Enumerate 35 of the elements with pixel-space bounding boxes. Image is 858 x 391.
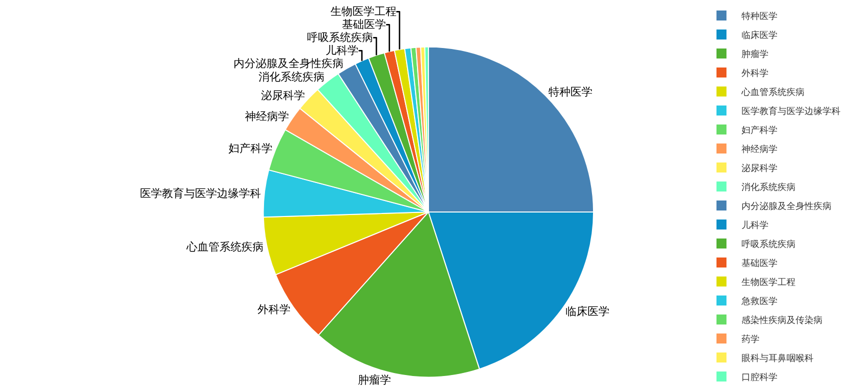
slice-label: 妇产科学 xyxy=(228,142,272,155)
slice-label: 儿科学 xyxy=(326,44,359,58)
slice-label: 神经病学 xyxy=(244,110,289,124)
legend-label: 心血管系统疾病 xyxy=(740,87,804,98)
legend-label: 感染性疾病及传染病 xyxy=(741,315,822,326)
legend-label: 口腔科学 xyxy=(741,372,778,384)
slice-label: 生物医学工程 xyxy=(330,5,396,18)
legend-label: 呼吸系统疾病 xyxy=(741,239,796,250)
legend-label: 眼科与耳鼻咽喉科 xyxy=(741,353,814,364)
slice-label: 特种医学 xyxy=(548,85,592,98)
slice-label: 临床医学 xyxy=(565,304,610,318)
legend-label: 特种医学 xyxy=(741,11,778,22)
legend-label: 肿瘤学 xyxy=(741,49,768,60)
legend-label: 急救医学 xyxy=(740,296,778,308)
legend-label: 基础医学 xyxy=(741,258,778,270)
legend-label: 临床医学 xyxy=(741,30,778,42)
legend-label: 儿科学 xyxy=(741,220,768,232)
slice-label: 肿瘤学 xyxy=(358,373,392,386)
slice-label: 外科学 xyxy=(257,303,290,316)
legend-label: 内分泌腺及全身性疾病 xyxy=(741,201,832,212)
legend-label: 妇产科学 xyxy=(741,125,778,136)
slice-label: 呼吸系统疾病 xyxy=(307,31,374,44)
slice-label: 基础医学 xyxy=(342,18,386,32)
slice-label: 医学教育与医学边缘学科 xyxy=(140,186,262,200)
slice-label: 心血管系统疾病 xyxy=(186,240,264,254)
legend-label: 生物医学工程 xyxy=(741,277,796,288)
slice-label: 消化系统疾病 xyxy=(258,70,324,84)
legend-label: 神经病学 xyxy=(741,144,778,156)
legend-label: 外科学 xyxy=(741,68,768,80)
legend-label: 泌尿科学 xyxy=(741,163,778,174)
slice-label: 泌尿科学 xyxy=(261,89,306,102)
legend-label: 医学教育与医学边缘学科 xyxy=(741,106,840,118)
legend-label: 消化系统疾病 xyxy=(741,182,796,194)
slice-label: 内分泌腺及全身性疾病 xyxy=(233,57,344,70)
legend-label: 药学 xyxy=(741,334,760,346)
